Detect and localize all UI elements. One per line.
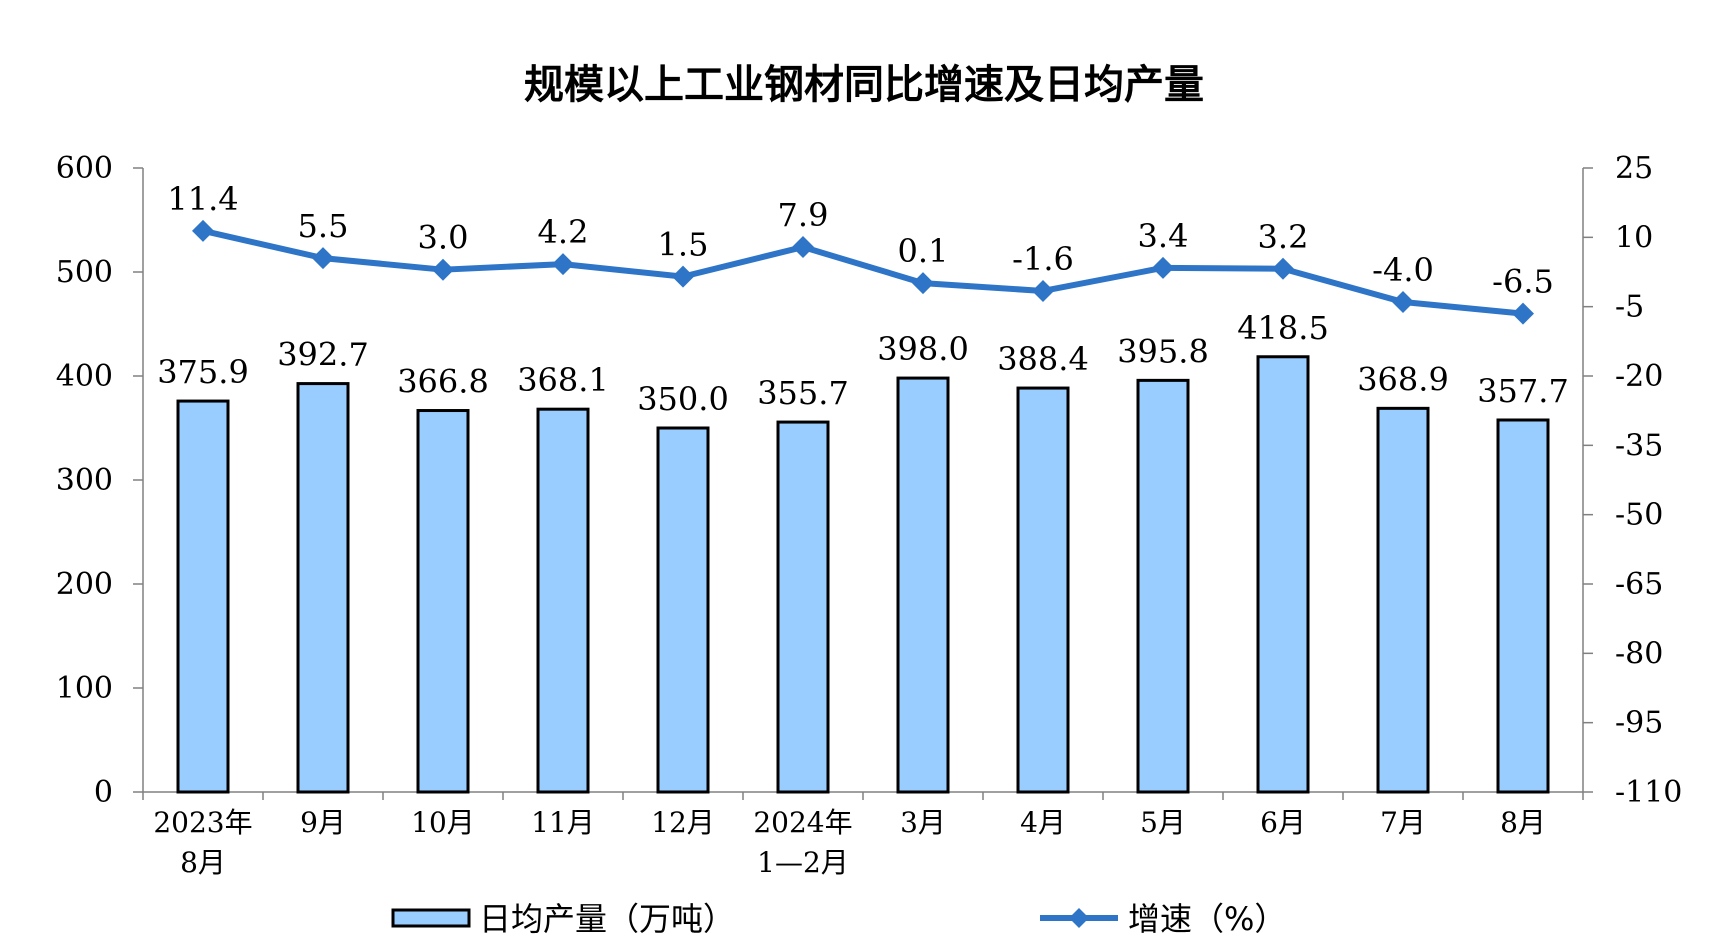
bar bbox=[896, 376, 950, 794]
left-tick-label: 400 bbox=[56, 359, 113, 394]
x-tick-label: 1—2月 bbox=[757, 846, 849, 879]
bar-value-label: 388.4 bbox=[997, 340, 1089, 378]
bar bbox=[416, 409, 470, 794]
bar-value-label: 366.8 bbox=[397, 363, 489, 401]
x-tick-label: 9月 bbox=[300, 806, 346, 839]
x-tick-label: 12月 bbox=[651, 806, 715, 839]
growth-value-label: 1.5 bbox=[658, 226, 709, 264]
right-tick-label: -110 bbox=[1615, 775, 1682, 810]
x-tick-label: 2023年 bbox=[153, 806, 252, 839]
bar-value-label: 392.7 bbox=[277, 336, 369, 374]
growth-marker bbox=[312, 247, 334, 270]
growth-marker bbox=[1032, 279, 1054, 302]
x-tick-label: 8月 bbox=[1500, 806, 1546, 839]
x-tick-label: 2024年 bbox=[753, 806, 852, 839]
growth-value-label: 0.1 bbox=[898, 232, 949, 270]
bar bbox=[776, 420, 830, 794]
legend-bar-swatch bbox=[391, 908, 471, 928]
growth-value-label: -6.5 bbox=[1492, 263, 1554, 301]
bar-value-label: 395.8 bbox=[1117, 332, 1209, 370]
growth-value-label: -4.0 bbox=[1372, 251, 1434, 289]
bar bbox=[536, 407, 590, 794]
right-tick-label: -65 bbox=[1615, 567, 1663, 602]
bar bbox=[176, 399, 230, 794]
left-tick-label: 500 bbox=[56, 255, 113, 290]
bar bbox=[296, 382, 350, 794]
right-tick-label: -50 bbox=[1615, 498, 1663, 533]
right-tick-label: 10 bbox=[1615, 220, 1653, 255]
right-tick-label: -95 bbox=[1615, 706, 1663, 741]
legend-bar-label: 日均产量（万吨） bbox=[479, 900, 735, 938]
bar bbox=[656, 426, 710, 794]
right-tick-label: -35 bbox=[1615, 428, 1663, 463]
x-tick-label: 11月 bbox=[531, 806, 595, 839]
bar-value-label: 357.7 bbox=[1477, 372, 1569, 410]
bar-value-label: 368.9 bbox=[1357, 360, 1449, 398]
left-tick-label: 100 bbox=[56, 671, 113, 706]
legend: 日均产量（万吨） 增速（%） bbox=[391, 900, 1286, 938]
x-tick-label: 5月 bbox=[1140, 806, 1186, 839]
growth-marker bbox=[912, 272, 934, 295]
growth-value-label: -1.6 bbox=[1012, 240, 1074, 278]
bar-value-label: 375.9 bbox=[157, 353, 249, 391]
left-tick-label: 300 bbox=[56, 463, 113, 498]
growth-marker bbox=[192, 219, 214, 242]
legend-line-marker bbox=[1069, 908, 1089, 928]
bar-value-label: 398.0 bbox=[877, 330, 969, 368]
growth-value-label: 3.2 bbox=[1258, 218, 1309, 256]
x-tick-label: 7月 bbox=[1380, 806, 1426, 839]
bar bbox=[1376, 406, 1430, 794]
growth-value-label: 5.5 bbox=[298, 207, 349, 245]
x-tick-label: 6月 bbox=[1260, 806, 1306, 839]
left-tick-label: 600 bbox=[56, 151, 113, 186]
bar-value-label: 368.1 bbox=[517, 361, 609, 399]
growth-marker bbox=[552, 253, 574, 276]
left-tick-label: 0 bbox=[94, 775, 113, 810]
growth-marker bbox=[1152, 256, 1174, 279]
bar-value-label: 418.5 bbox=[1237, 309, 1329, 347]
growth-marker bbox=[1512, 302, 1534, 325]
chart-title: 规模以上工业钢材同比增速及日均产量 bbox=[524, 62, 1204, 108]
growth-marker bbox=[1272, 257, 1294, 280]
growth-marker bbox=[672, 265, 694, 288]
bar bbox=[1496, 418, 1550, 794]
x-tick-label: 4月 bbox=[1020, 806, 1066, 839]
bar bbox=[1256, 355, 1310, 794]
growth-value-label: 3.0 bbox=[418, 219, 469, 257]
bar-series bbox=[176, 355, 1550, 794]
data-labels: 375.9 392.7 366.8 368.1 350.0 355.7 398.0 388.4… bbox=[157, 180, 1569, 418]
x-tick-label: 8月 bbox=[180, 846, 226, 879]
bar-value-label: 350.0 bbox=[637, 380, 729, 418]
right-tick-label: -80 bbox=[1615, 636, 1663, 671]
x-tick-label: 3月 bbox=[900, 806, 946, 839]
growth-value-label: 3.4 bbox=[1138, 217, 1189, 255]
bar bbox=[1136, 378, 1190, 794]
growth-value-label: 11.4 bbox=[167, 180, 238, 218]
growth-marker bbox=[1392, 291, 1414, 314]
right-tick-label: -20 bbox=[1615, 359, 1663, 394]
legend-line-label: 增速（%） bbox=[1128, 900, 1286, 938]
line-series bbox=[192, 219, 1534, 325]
left-tick-label: 200 bbox=[56, 567, 113, 602]
bar-value-label: 355.7 bbox=[757, 374, 849, 412]
bar bbox=[1016, 386, 1070, 794]
growth-marker bbox=[432, 258, 454, 281]
x-tick-label: 10月 bbox=[411, 806, 475, 839]
growth-marker bbox=[792, 236, 814, 259]
growth-value-label: 4.2 bbox=[538, 213, 589, 251]
right-tick-label: 25 bbox=[1615, 151, 1653, 186]
growth-value-label: 7.9 bbox=[778, 196, 829, 234]
right-tick-label: -5 bbox=[1615, 290, 1644, 325]
growth-line bbox=[202, 227, 1524, 317]
axes: 0 100 200 300 400 500 600 -110 -95 -80 -65 -50 -35 -2… bbox=[56, 151, 1683, 879]
